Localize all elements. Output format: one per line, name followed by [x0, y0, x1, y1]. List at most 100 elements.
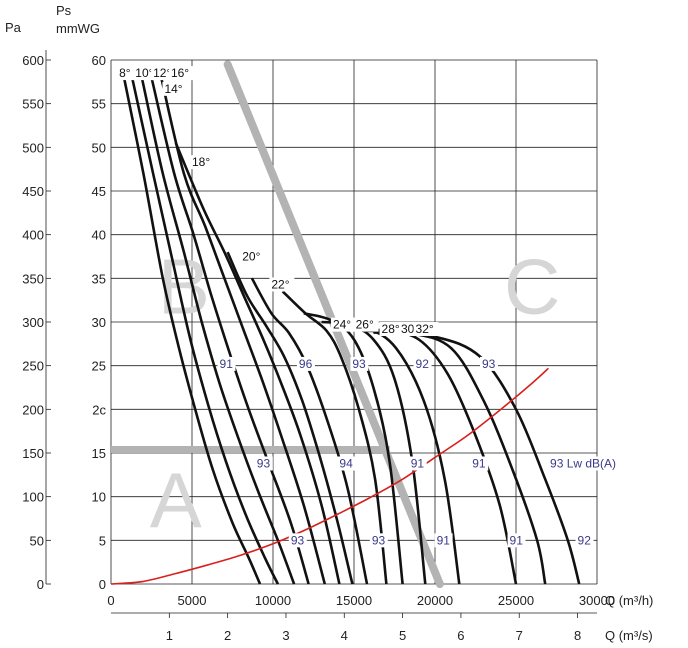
pa-tick-label: 300: [22, 315, 44, 330]
noise-level-label: 91: [411, 456, 425, 470]
m3s-tick-label: 5: [399, 628, 406, 643]
blade-curve-6: [174, 142, 341, 585]
mmwg-tick-label: 40: [92, 228, 106, 243]
y-axis-ps-unit: Ps: [56, 3, 72, 18]
pa-tick-label: 500: [22, 140, 44, 155]
m3s-tick-label: 8: [574, 628, 581, 643]
m3s-tick-label: 7: [516, 628, 523, 643]
blade-angle-label: 22°: [271, 277, 289, 291]
blade-angle-label: 24°: [333, 318, 351, 332]
mmwg-tick-label: 0: [99, 577, 106, 592]
blade-angle-label-bg: [117, 66, 136, 81]
pa-tick-label: 200: [22, 402, 44, 417]
mmwg-tick-label: 35: [92, 271, 106, 286]
blade-angle-label-bg: [379, 321, 405, 336]
mmwg-tick-label: 60: [92, 53, 106, 68]
system-curve: [110, 367, 549, 585]
mmwg-tick-label: 45: [92, 184, 106, 199]
blade-angle-label: 26°: [356, 318, 374, 332]
noise-level-label: 93: [352, 357, 366, 371]
mmwg-tick-label: 30: [92, 315, 106, 330]
blade-angle-label-bg: [190, 155, 215, 170]
noise-level-label-bg: [507, 533, 526, 548]
noise-level-label-bg: [288, 533, 307, 548]
pa-tick-label: 550: [22, 97, 44, 112]
noise-level-label-bg: [337, 456, 356, 471]
noise-level-label: 91: [472, 456, 486, 470]
blade-angle-label-bg: [413, 321, 439, 336]
axes: Pa Ps mmWG Q (m³/h) Q (m³/s) 05010015020…: [5, 3, 653, 643]
blade-angle-label-bg: [269, 277, 295, 292]
blade-angle-label-bg: [162, 81, 188, 96]
noise-level-label: 93: [482, 357, 496, 371]
noise-level-label: 91: [437, 533, 451, 547]
noise-level-label: 92: [578, 533, 592, 547]
blade-angle-label-bg: [353, 317, 379, 332]
noise-level-label-bg: [470, 456, 489, 471]
blade-angle-label: 32°: [416, 322, 434, 336]
noise-level-label: 96: [299, 357, 313, 371]
zone-label-c: C: [504, 242, 560, 330]
noise-level-label-bg: [217, 356, 236, 371]
noise-level-label: 93: [372, 533, 386, 547]
pa-tick-label: 250: [22, 359, 44, 374]
m3s-tick-label: 2: [224, 628, 231, 643]
noise-level-label-bg: [296, 356, 315, 371]
blade-angle-label: 10°: [135, 66, 153, 80]
y-axis-mmwg-unit: mmWG: [56, 21, 100, 36]
noise-level-label: 93 Lw dB(A): [550, 456, 616, 470]
m3s-tick-label: 3: [282, 628, 289, 643]
pa-tick-label: 400: [22, 228, 44, 243]
m3h-tick-label: 30000: [579, 593, 615, 608]
mmwg-tick-label: 2с: [92, 402, 106, 417]
blade-angle-label: 14°: [164, 82, 182, 96]
noise-level-label: 91: [510, 533, 524, 547]
m3s-tick-label: 1: [166, 628, 173, 643]
blade-curve-7: [226, 251, 354, 585]
pa-tick-label: 600: [22, 53, 44, 68]
blade-curve-1: [122, 77, 262, 585]
m3s-tick-label: 6: [457, 628, 464, 643]
zone-labels: AB C: [150, 242, 561, 544]
m3h-tick-label: 15000: [336, 593, 372, 608]
noise-level-label: 93: [291, 533, 305, 547]
m3h-tick-label: 10000: [255, 593, 291, 608]
curve-labels: 8° 10° 12° 16°14°18°20°22°24° 26° 28° 30°32°91…: [117, 66, 630, 548]
noise-level-label: 92: [416, 357, 430, 371]
noise-level-label-bg: [575, 533, 594, 548]
pa-tick-label: 0: [37, 577, 44, 592]
mmwg-tick-label: 5: [99, 533, 106, 548]
pa-tick-label: 50: [30, 533, 44, 548]
mmwg-tick-label: 15: [92, 446, 106, 461]
noise-level-label-bg: [479, 356, 498, 371]
zone-label-a: A: [150, 456, 202, 544]
mmwg-tick-label: 55: [92, 97, 106, 112]
blade-angle-label: 18°: [192, 155, 210, 169]
noise-level-label: 94: [339, 456, 353, 470]
blade-angle-label: 20°: [242, 250, 260, 264]
noise-level-label-bg: [408, 456, 427, 471]
system-curve-line: [110, 367, 549, 585]
blade-angle-label: 12°: [153, 66, 171, 80]
y-axis-pa-unit: Pa: [5, 20, 22, 35]
pa-tick-label: 350: [22, 271, 44, 286]
pa-tick-label: 150: [22, 446, 44, 461]
blade-curve-5: [159, 77, 327, 585]
m3h-tick-label: 20000: [417, 593, 453, 608]
blade-angle-label-bg: [330, 317, 356, 332]
noise-level-label: 93: [257, 456, 271, 470]
x-axis-m3h-label: Q (m³/h): [605, 593, 653, 608]
noise-level-label-bg: [350, 356, 369, 371]
mmwg-tick-label: 50: [92, 140, 106, 155]
noise-level-label-bg: [254, 456, 273, 471]
blade-curve-3: [140, 77, 296, 585]
m3s-tick-label: 4: [341, 628, 348, 643]
m3h-tick-label: 0: [107, 593, 114, 608]
blade-angle-label: 16°: [171, 66, 189, 80]
blade-angle-label-bg: [240, 249, 266, 264]
noise-level-label-bg: [548, 456, 630, 471]
pa-tick-label: 100: [22, 490, 44, 505]
m3h-tick-label: 5000: [178, 593, 207, 608]
mmwg-tick-label: 10: [92, 490, 106, 505]
pa-tick-label: 450: [22, 184, 44, 199]
